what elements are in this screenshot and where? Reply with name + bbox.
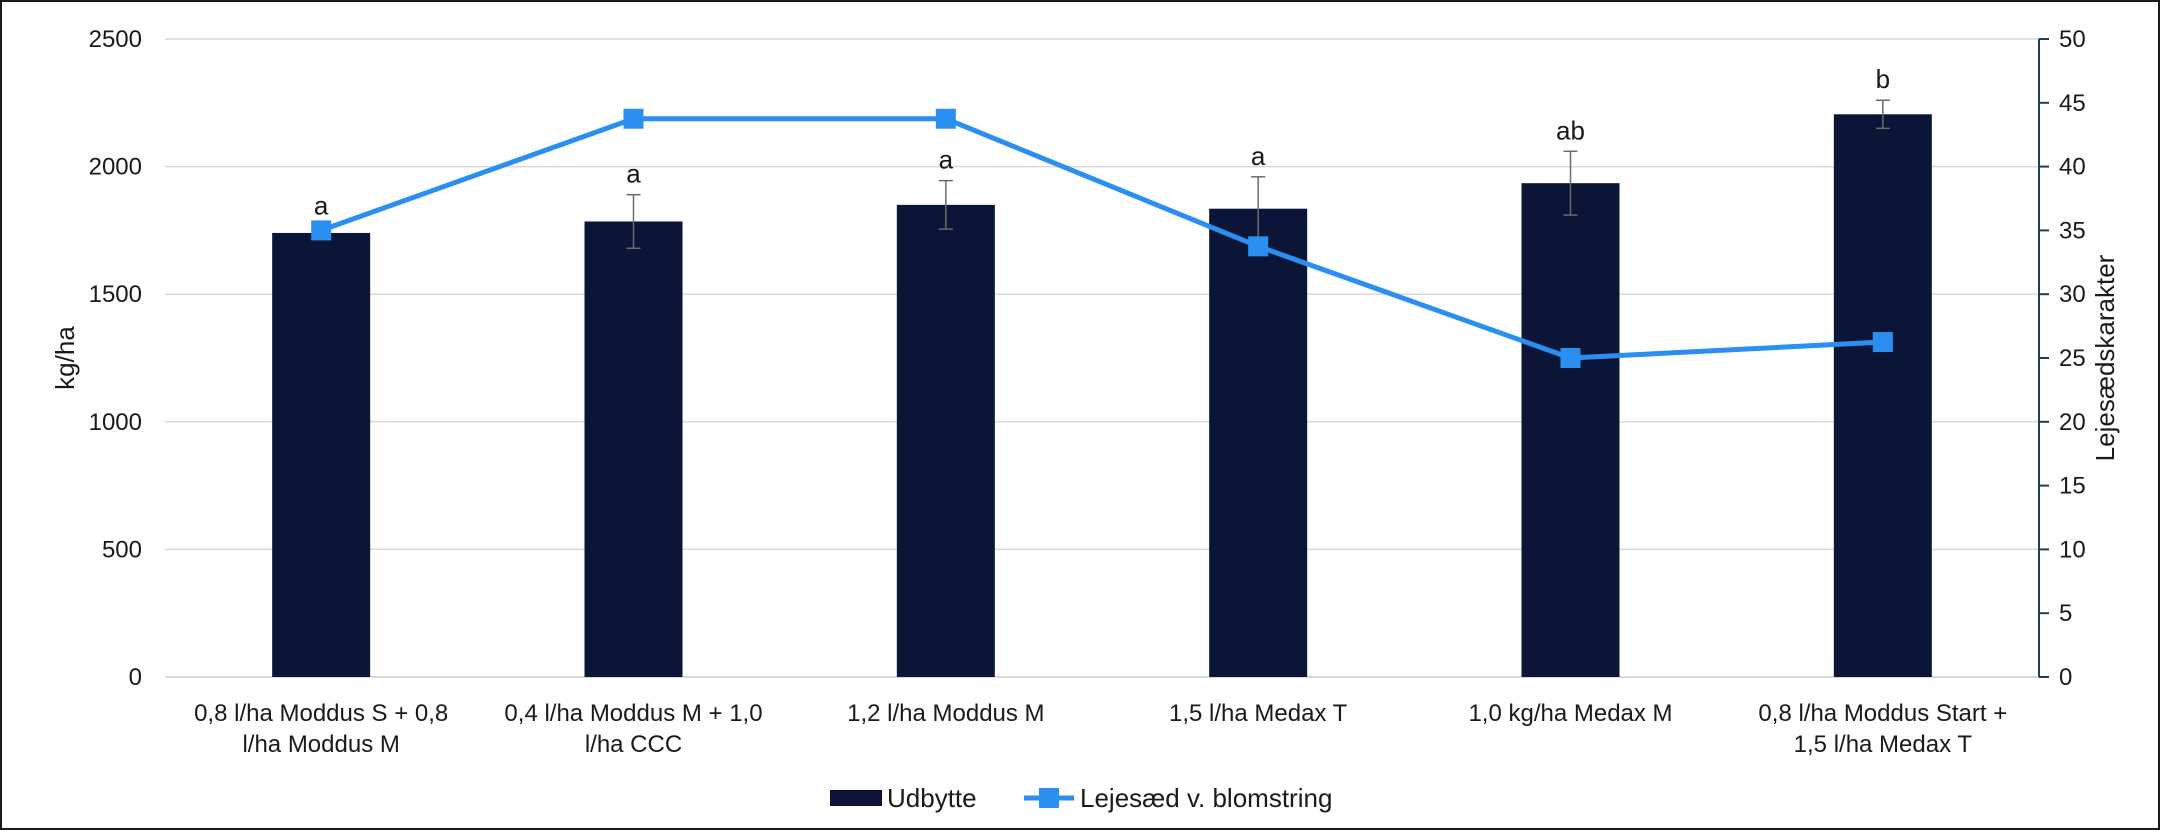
y2-tick-label: 5	[2059, 600, 2072, 627]
line-marker	[935, 108, 956, 129]
y2-tick-label: 30	[2059, 281, 2086, 308]
y-tick-label: 1000	[89, 409, 142, 436]
bar	[896, 204, 995, 677]
x-tick-label: 1,5 l/ha Medax T	[1169, 700, 1348, 727]
y2-tick-label: 45	[2059, 90, 2086, 117]
significance-label: b	[1876, 64, 1890, 94]
x-tick-label: 1,5 l/ha Medax T	[1794, 731, 1973, 758]
significance-label: a	[314, 191, 329, 221]
x-tick-label: 1,0 kg/ha Medax M	[1468, 700, 1672, 727]
y-tick-label: 2000	[89, 154, 142, 181]
significance-label: a	[626, 159, 641, 189]
legend-label: Udbytte	[887, 783, 977, 813]
significance-label: a	[939, 145, 954, 175]
bar	[1833, 114, 1932, 677]
series-line	[320, 116, 1883, 361]
legend-label: Lejesæd v. blomstring	[1080, 783, 1332, 813]
significance-label: ab	[1556, 115, 1585, 145]
line-marker	[623, 108, 644, 129]
y-tick-label: 1500	[89, 281, 142, 308]
x-tick-label: 1,2 l/ha Moddus M	[847, 700, 1044, 727]
legend-swatch-marker	[1039, 788, 1059, 808]
y-tick-label: 500	[102, 536, 142, 563]
y2-tick-label: 0	[2059, 664, 2072, 691]
y-axis-title: kg/ha	[50, 326, 80, 390]
y2-tick-label: 10	[2059, 536, 2086, 563]
line-marker	[1872, 332, 1893, 353]
x-tick-label: 0,4 l/ha Moddus M + 1,0	[504, 700, 762, 727]
y2-tick-label: 40	[2059, 154, 2086, 181]
y-tick-label: 2500	[89, 26, 142, 53]
y2-tick-label: 20	[2059, 409, 2086, 436]
bar	[272, 232, 371, 677]
y-tick-label: 0	[129, 664, 142, 691]
bar	[1209, 208, 1308, 677]
bar	[584, 221, 683, 677]
bar	[1521, 183, 1620, 678]
line-marker	[1248, 236, 1269, 257]
y2-tick-label: 35	[2059, 217, 2086, 244]
significance-label: a	[1251, 141, 1266, 171]
x-tick-label: 0,8 l/ha Moddus S + 0,8	[194, 700, 448, 727]
legend-swatch-bar	[830, 790, 882, 806]
x-tick-label: l/ha Moddus M	[242, 731, 399, 758]
line-marker	[311, 220, 332, 241]
x-tick-label: 0,8 l/ha Moddus Start +	[1758, 700, 2007, 727]
y2-axis-title: Lejesædskarakter	[2090, 254, 2120, 461]
y2-tick-label: 25	[2059, 345, 2086, 372]
y2-tick-label: 50	[2059, 26, 2086, 53]
x-tick-label: l/ha CCC	[585, 731, 682, 758]
line-marker	[1560, 348, 1581, 368]
y2-tick-label: 15	[2059, 473, 2086, 500]
